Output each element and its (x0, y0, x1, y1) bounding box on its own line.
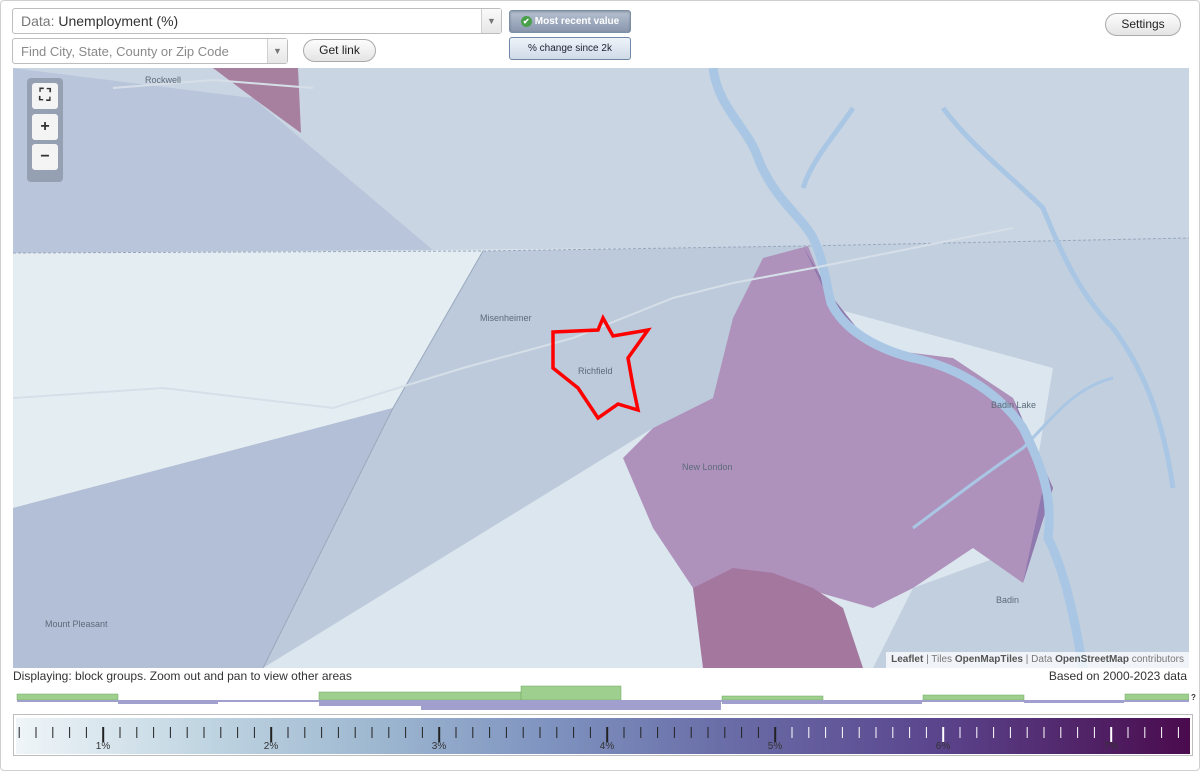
legend-label: 1% (95, 741, 111, 752)
map-region-light (13, 251, 483, 508)
place-label: Badin (996, 595, 1020, 605)
legend-ticks (18, 727, 1179, 742)
openmaptiles-link[interactable]: OpenMapTiles (954, 654, 1023, 665)
openstreetmap-link[interactable]: OpenStreetMap (1055, 654, 1129, 665)
display-status: Displaying: block groups. Zoom out and p… (13, 669, 352, 683)
place-label: Rockwell (145, 75, 182, 85)
settings-button[interactable]: Settings (1105, 13, 1181, 36)
leaflet-link[interactable]: Leaflet (891, 654, 924, 665)
chevron-down-icon[interactable]: ▼ (481, 9, 501, 33)
data-select-value: Unemployment (%) (58, 13, 179, 29)
distribution-histogram (16, 685, 1189, 710)
legend-label: 3% (431, 741, 447, 752)
color-legend[interactable]: 1% 2% 3% 4% 5% 6% 7% (13, 714, 1193, 756)
legend-label: 2% (263, 741, 279, 752)
map-view[interactable]: Rockwell Misenheimer Richfield New Londo… (13, 68, 1189, 668)
map-region-new-london (623, 246, 1053, 608)
get-link-button[interactable]: Get link (303, 39, 376, 62)
map-region-southwest (13, 408, 393, 668)
map-region-south (693, 568, 863, 668)
place-label: New London (682, 462, 733, 472)
checkmark-icon: ✔ (520, 15, 532, 27)
search-input[interactable] (13, 39, 263, 63)
most-recent-label: Most recent value (534, 16, 620, 27)
place-label: Richfield (578, 366, 613, 376)
data-select-prefix: Data: (21, 13, 55, 29)
search-dropdown-icon[interactable]: ▼ (267, 39, 287, 63)
map-region-topleft (13, 68, 433, 253)
fullscreen-icon[interactable]: ⛶ (32, 83, 58, 109)
legend-label: 7% (1103, 741, 1119, 752)
legend-label: 4% (599, 741, 615, 752)
zoom-out-button[interactable]: − (32, 144, 58, 170)
percent-change-toggle[interactable]: % change since 2k (509, 37, 631, 60)
most-recent-value-toggle[interactable]: ✔ Most recent value (509, 10, 631, 33)
data-select[interactable]: Data: Unemployment (%) ▼ (12, 8, 502, 34)
map-region-top (13, 68, 1189, 250)
place-label: Misenheimer (480, 313, 532, 323)
lake-tillery (708, 68, 1088, 668)
map-canvas[interactable] (13, 68, 1189, 668)
richfield-highlight (551, 313, 652, 421)
data-range-note: Based on 2000-2023 data (1048, 669, 1187, 683)
legend-gradient (16, 718, 1190, 754)
place-label: Mount Pleasant (45, 619, 108, 629)
map-region-east (803, 238, 1189, 668)
legend-label: 5% (767, 741, 783, 752)
map-attribution: Leaflet | Tiles OpenMapTiles | Data Open… (886, 652, 1189, 668)
map-region-north (213, 68, 301, 133)
place-label: Badin Lake (991, 400, 1037, 410)
search-box: ▼ (12, 38, 288, 64)
zoom-control: ⛶ + − (27, 78, 63, 182)
legend-label: 6% (935, 741, 951, 752)
help-icon[interactable]: ? (1191, 693, 1196, 702)
zoom-in-button[interactable]: + (32, 114, 58, 140)
